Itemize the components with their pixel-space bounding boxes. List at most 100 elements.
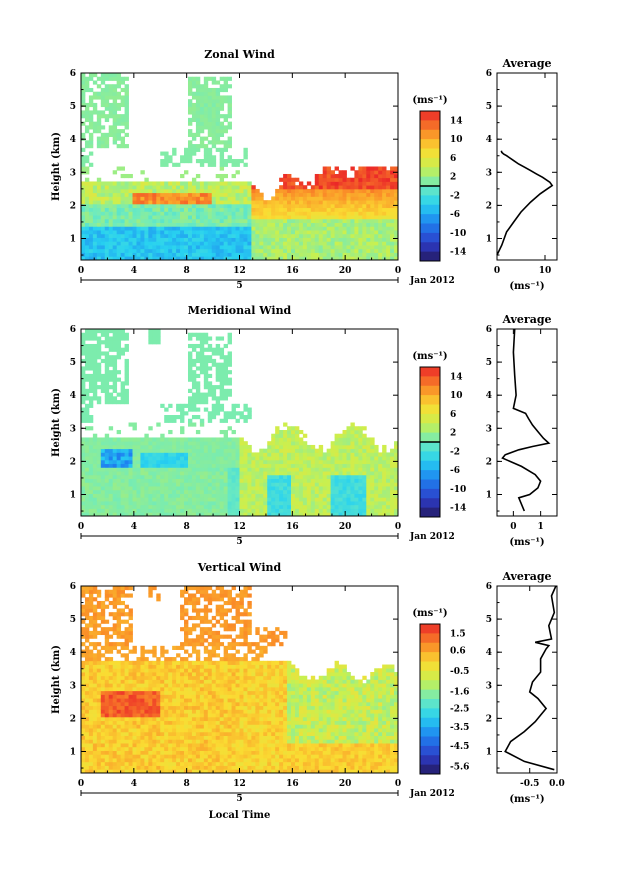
heatmap-cell — [255, 207, 260, 212]
heatmap-cell — [120, 181, 125, 186]
heatmap-cell — [346, 482, 351, 487]
heatmap-cell — [156, 493, 161, 498]
heatmap-cell — [354, 501, 359, 506]
heatmap-cell — [235, 226, 240, 231]
heatmap-cell — [108, 589, 114, 594]
heatmap-cell — [390, 237, 395, 242]
heatmap-cell — [259, 512, 264, 517]
heatmap-cell — [104, 690, 110, 695]
heatmap-cell — [116, 95, 122, 100]
heatmap-cell — [152, 237, 157, 242]
heatmap-cell — [342, 203, 347, 209]
heatmap-cell — [239, 459, 244, 465]
heatmap-cell — [370, 230, 375, 235]
heatmap-cell — [160, 192, 165, 197]
heatmap-cell — [160, 463, 165, 468]
heatmap-cell — [187, 355, 193, 360]
heatmap-cell — [302, 215, 308, 220]
heatmap-cell — [104, 392, 110, 397]
heatmap-cell — [88, 668, 94, 673]
heatmap-cell — [223, 504, 229, 509]
heatmap-cell — [271, 441, 276, 446]
heatmap-cell — [112, 493, 118, 498]
heatmap-cell — [124, 743, 129, 748]
heatmap-cell — [211, 347, 217, 352]
heatmap-cell — [223, 211, 229, 216]
heatmap-cell — [92, 230, 98, 235]
heatmap-cell — [104, 463, 110, 468]
heatmap-cell — [239, 211, 244, 216]
heatmap-cell — [164, 501, 169, 506]
heatmap-cell — [112, 211, 118, 216]
heatmap-cell — [306, 482, 312, 487]
heatmap-cell — [96, 593, 102, 598]
heatmap-cell — [318, 237, 324, 242]
heatmap-cell — [144, 211, 149, 216]
heatmap-cell — [81, 761, 86, 766]
heatmap-cell — [104, 758, 110, 763]
heatmap-cell — [84, 716, 90, 722]
heatmap-cell — [92, 91, 98, 96]
heatmap-cell — [191, 248, 197, 253]
heatmap-cell — [112, 76, 118, 81]
heatmap-cell — [108, 720, 114, 725]
heatmap-cell — [120, 95, 125, 100]
heatmap-cell — [203, 76, 209, 81]
heatmap-cell — [168, 218, 173, 223]
heatmap-cell — [291, 489, 296, 494]
heatmap-cell — [350, 245, 355, 250]
heatmap-cell — [207, 181, 213, 186]
heatmap-cell — [314, 467, 320, 472]
heatmap-cell — [144, 437, 149, 442]
heatmap-cell — [227, 336, 232, 341]
heatmap-cell — [358, 433, 363, 438]
heatmap-cell — [136, 237, 141, 242]
heatmap-cell — [104, 373, 110, 379]
heatmap-cell — [152, 486, 157, 491]
heatmap-cell — [108, 385, 114, 390]
heatmap-cell — [354, 493, 359, 498]
heatmap-cell — [152, 226, 157, 231]
heatmap-cell — [223, 411, 229, 416]
heatmap-cell — [156, 332, 161, 337]
heatmap-cell — [338, 501, 343, 506]
heatmap-cell — [132, 256, 137, 261]
heatmap-cell — [156, 504, 161, 509]
heatmap-cell — [81, 351, 86, 356]
heatmap-cell — [279, 448, 284, 453]
heatmap-cell — [156, 203, 161, 209]
heatmap-cell — [318, 177, 324, 182]
heatmap-cell — [120, 185, 125, 190]
heatmap-cell — [132, 218, 137, 223]
heatmap-cell — [287, 433, 292, 438]
heatmap-cell — [100, 237, 106, 242]
heatmap-cell — [394, 467, 399, 472]
heatmap-cell — [195, 437, 201, 442]
heatmap-cell — [382, 467, 387, 472]
heatmap-cell — [195, 456, 201, 461]
heatmap-cell — [124, 237, 129, 242]
heatmap-cell — [132, 459, 137, 465]
heatmap-cell — [203, 226, 209, 231]
heatmap-cell — [334, 215, 339, 220]
heatmap-cell — [243, 147, 248, 152]
heatmap-cell — [92, 459, 98, 465]
heatmap-cell — [223, 456, 229, 461]
heatmap-cell — [271, 493, 276, 498]
heatmap-cell — [203, 478, 209, 483]
heatmap-cell — [306, 248, 312, 253]
heatmap-cell — [302, 486, 308, 491]
heatmap-cell — [294, 211, 300, 216]
heatmap-cell — [382, 245, 387, 250]
heatmap-cell — [144, 489, 149, 494]
heatmap-cell — [168, 452, 173, 457]
heatmap-cell — [120, 245, 125, 250]
heatmap-cell — [191, 362, 197, 367]
heatmap-cell — [191, 456, 197, 461]
heatmap-cell — [128, 497, 133, 502]
heatmap-cell — [207, 121, 213, 126]
heatmap-cell — [152, 329, 157, 334]
heatmap-cell — [279, 504, 284, 509]
heatmap-cell — [306, 192, 312, 197]
y-axis-label: Height (km) — [51, 132, 62, 201]
